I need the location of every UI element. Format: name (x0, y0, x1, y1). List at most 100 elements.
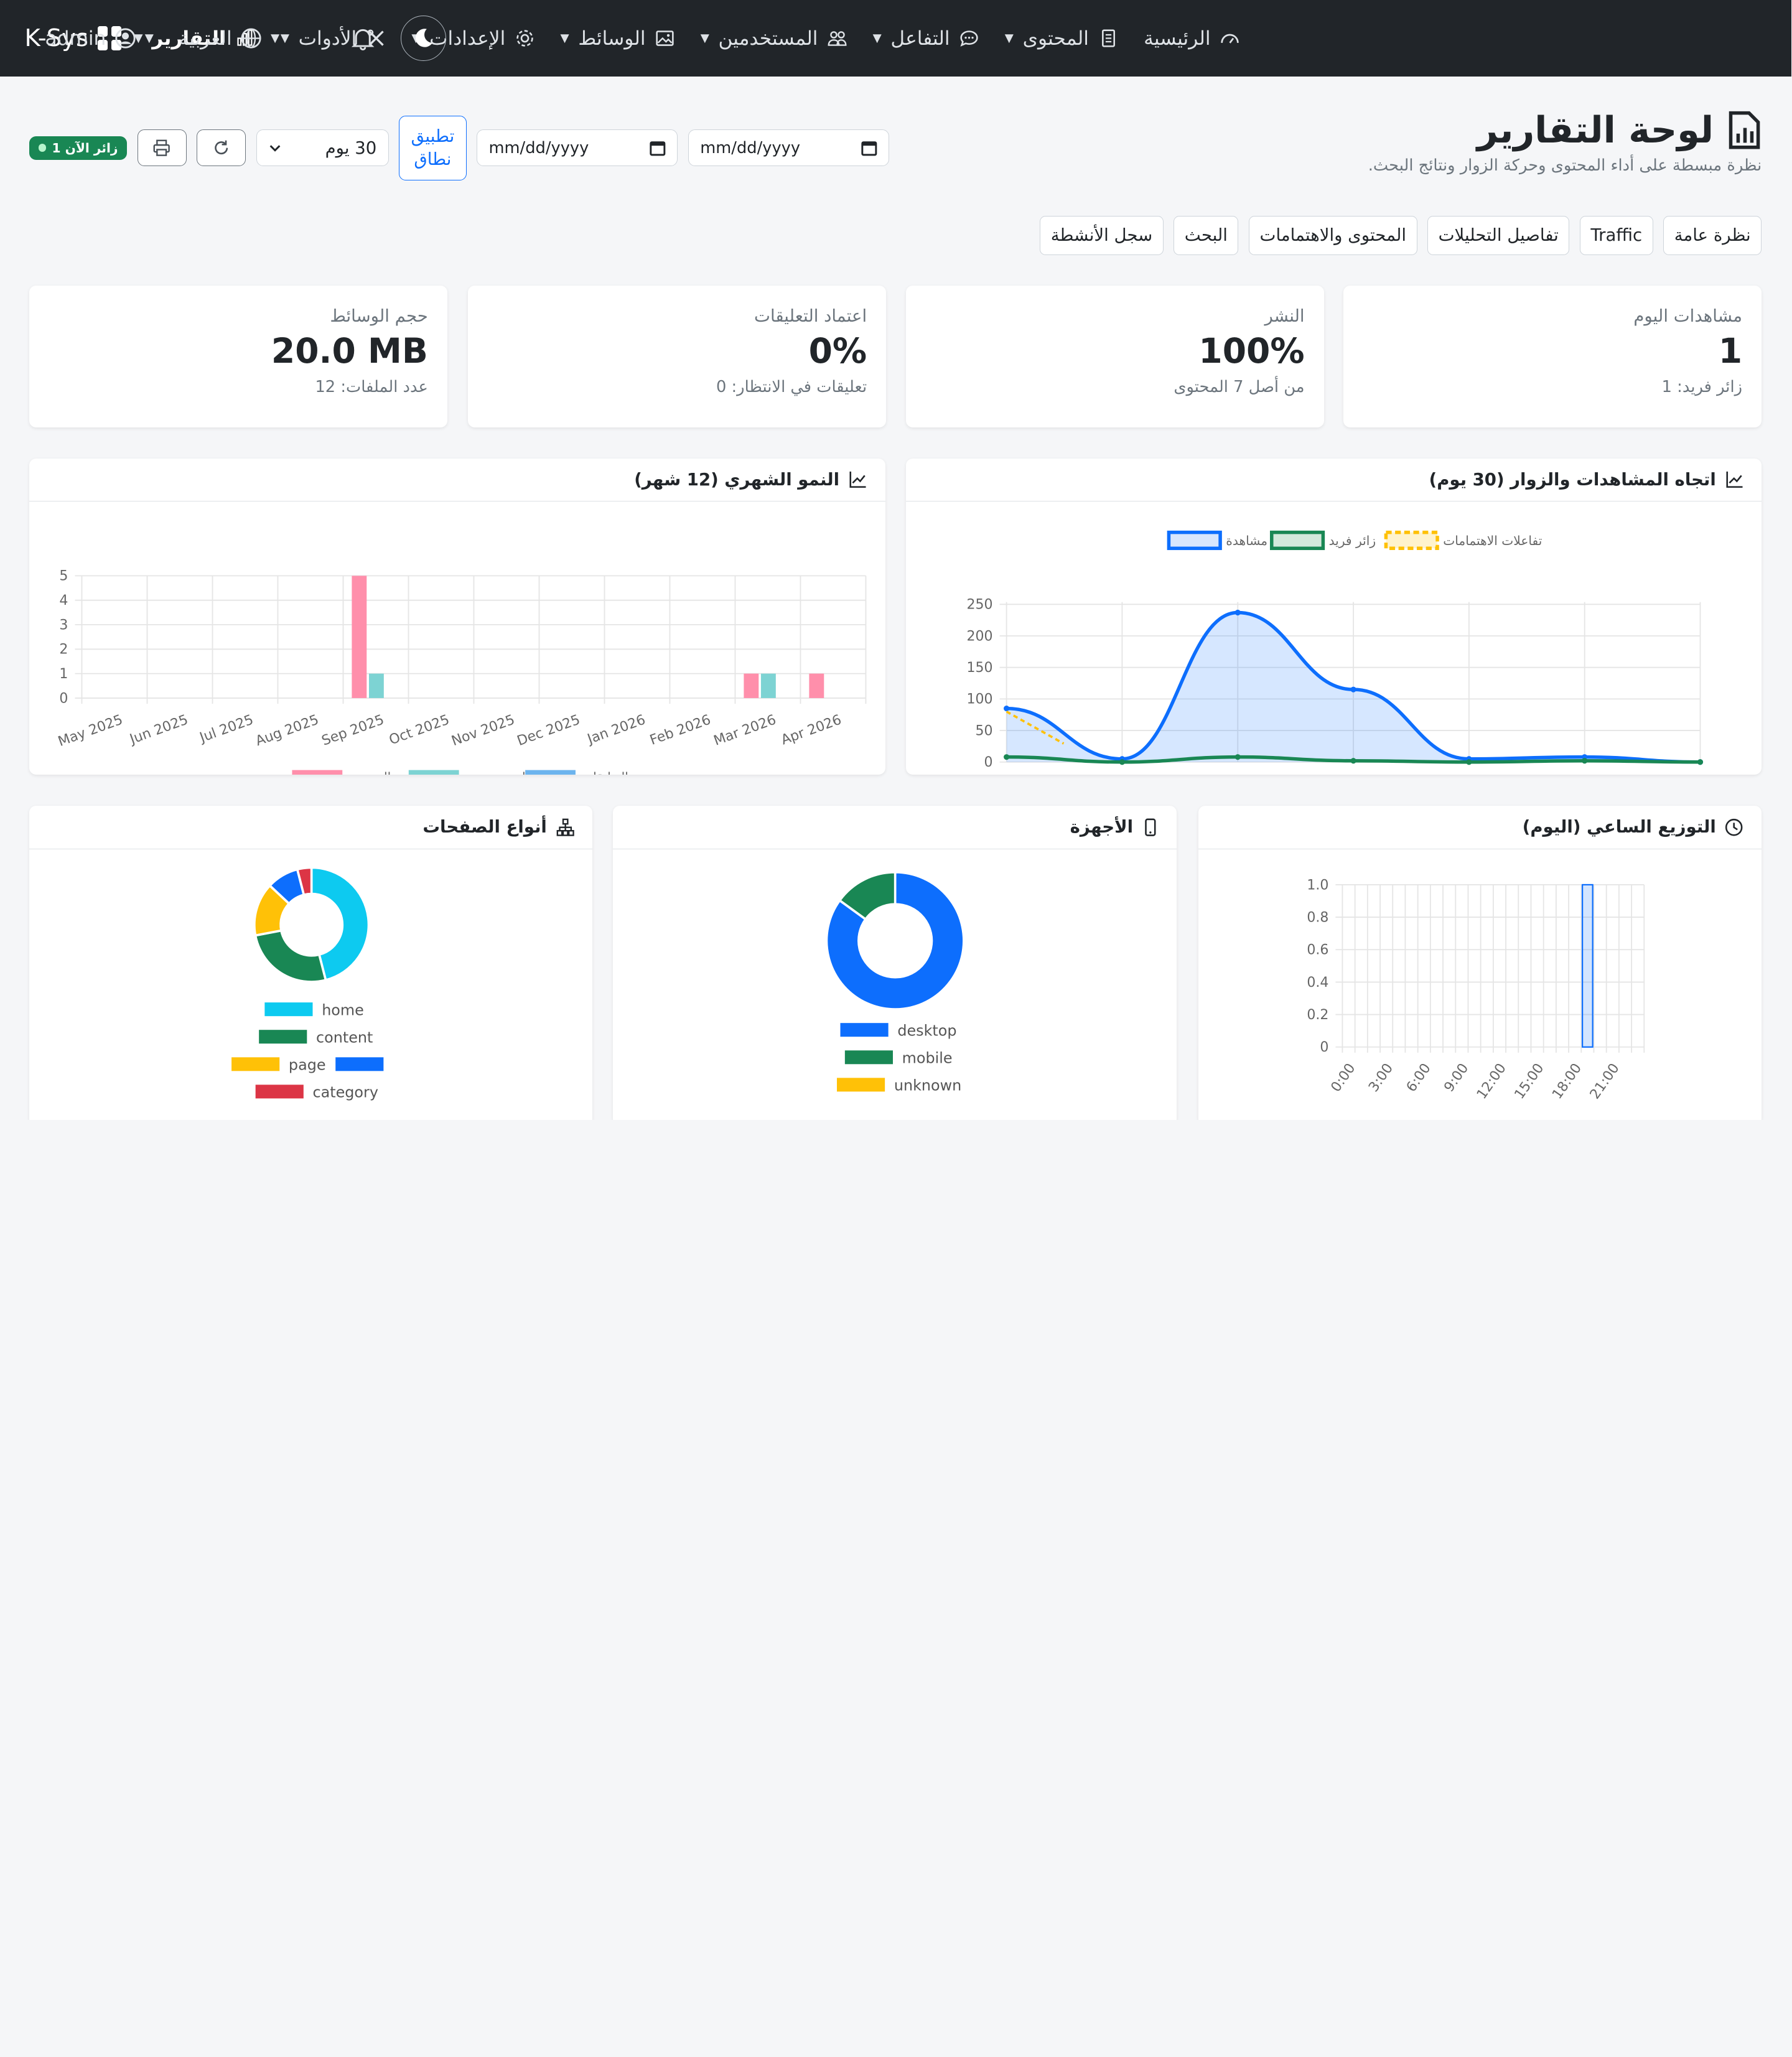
nav-item-label: الوسائط (579, 27, 646, 50)
data-point (1119, 759, 1126, 765)
page-types-chart: home content page category (231, 866, 385, 1101)
x-tick-label: Nov 2025 (450, 712, 517, 750)
y-tick-label: 0 (984, 755, 993, 770)
x-tick-label: Jul 2025 (197, 712, 256, 747)
tab-0[interactable]: نظرة عامة (1664, 216, 1763, 255)
legend-swatch (838, 1077, 886, 1092)
devices-chart: desktop mobile unknown (826, 870, 966, 1094)
nav-item-4[interactable]: الوسائط ▼ (548, 27, 688, 50)
y-tick-label: 0.4 (1307, 974, 1329, 990)
chevron-down-icon: ▼ (1005, 32, 1014, 45)
slice (254, 929, 328, 983)
x-tick-label: Oct 2025 (388, 712, 452, 749)
date-from-placeholder: mm/dd/yyyy (701, 138, 801, 157)
x-tick-label: 0:00 (1328, 1061, 1359, 1095)
monthly-panel-header: النمو الشهري (12 شهر) (29, 459, 886, 502)
nav-item-label: الأدوات (299, 27, 358, 50)
bar (352, 576, 368, 699)
bar (369, 673, 385, 699)
range-select[interactable]: 30 يوم (256, 129, 390, 167)
sitemap-icon (557, 818, 575, 836)
legend-label: المستخدمين (465, 770, 530, 775)
range-select-value: 30 يوم (325, 138, 378, 158)
language-menu[interactable]: العربية ▼ (179, 27, 280, 50)
date-to-input[interactable]: mm/dd/yyyy (477, 129, 679, 167)
bell-icon[interactable] (351, 26, 376, 51)
legend-label: content (317, 1028, 373, 1046)
legend-swatch (1270, 531, 1325, 551)
legend-label: mobile (903, 1049, 953, 1066)
brand[interactable]: K-Sys (25, 24, 123, 53)
legend-swatch (256, 1084, 304, 1099)
legend-label: desktop (898, 1022, 958, 1039)
line-chart-icon (850, 472, 867, 488)
legend-label: مشاهدة (1226, 533, 1268, 548)
devices-panel-header: الأجهزة (614, 806, 1177, 849)
y-tick-label: 1 (60, 666, 68, 682)
x-tick-label: 12:00 (1475, 1061, 1510, 1102)
page-subtitle: نظرة مبسطة على أداء المحتوى وحركة الزوار… (1368, 156, 1763, 175)
date-from-input[interactable]: mm/dd/yyyy (688, 129, 890, 167)
user-menu[interactable]: admin ▼ (46, 27, 154, 50)
series-line (1006, 711, 1065, 745)
live-dot-icon (39, 144, 47, 152)
print-button[interactable] (138, 129, 187, 167)
nav-item-6[interactable]: الأدوات ▼ (269, 27, 399, 50)
stat-subtext: عدد الملفات: 12 (315, 377, 429, 396)
y-tick-label: 0.2 (1307, 1007, 1329, 1023)
bar (744, 673, 760, 699)
top-navbar: K-Sys الرئيسية المحتوى ▼ التفاعل ▼ المستخدمين… (0, 0, 1792, 77)
y-tick-label: 4 (60, 593, 68, 609)
legend-label: unknown (895, 1076, 962, 1094)
brand-name: K-Sys (25, 24, 89, 53)
nav-item-label: التفاعل (891, 27, 951, 50)
legend-label: home (322, 1001, 365, 1019)
chevron-down-icon: ▼ (134, 32, 144, 45)
apply-range-button[interactable]: تطبيق نطاق (399, 115, 467, 181)
nav-item-0[interactable]: الرئيسية (1132, 27, 1254, 50)
legend-swatch (336, 1056, 385, 1071)
printer-icon (154, 139, 171, 156)
chevron-down-icon: ▼ (873, 32, 882, 45)
devices-panel-title: الأجهزة (1070, 817, 1134, 837)
tab-5[interactable]: سجل الأنشطة (1040, 216, 1164, 255)
y-tick-label: 2 (60, 642, 68, 658)
x-tick-label: Dec 2025 (516, 712, 583, 750)
apply-range-label: تطبيق نطاق (411, 126, 455, 169)
slice (839, 870, 897, 921)
y-tick-label: 0 (60, 691, 68, 707)
nav-item-2[interactable]: التفاعل ▼ (861, 27, 992, 50)
y-tick-label: 100 (967, 692, 993, 707)
tab-2[interactable]: تفاصيل التحليلات (1428, 216, 1570, 255)
stat-card: النشر 100% من أصل 7 المحتوى (906, 286, 1325, 427)
x-tick-label: 15:00 (1512, 1061, 1547, 1102)
clock-icon (1726, 818, 1743, 836)
area-fill (1007, 612, 1701, 763)
x-tick-label: Sep 2025 (320, 712, 387, 749)
nav-item-label: التقارير (152, 27, 226, 50)
globe-icon (241, 28, 262, 49)
data-point (1582, 758, 1588, 764)
x-tick-label: Jun 2025 (127, 712, 190, 749)
y-tick-label: 250 (967, 597, 993, 613)
stat-value: 100% (1199, 330, 1305, 371)
y-tick-label: 3 (60, 618, 68, 633)
x-tick-label: 3:00 (1366, 1061, 1397, 1095)
page-types-panel-header: أنواع الصفحات (29, 806, 594, 849)
users-icon (828, 28, 848, 49)
nav-item-3[interactable]: المستخدمين ▼ (689, 27, 861, 50)
tab-4[interactable]: البحث (1174, 216, 1239, 255)
theme-toggle-button[interactable] (401, 15, 447, 62)
refresh-button[interactable] (197, 129, 247, 167)
chevron-down-icon: ▼ (281, 32, 290, 45)
data-point (1697, 759, 1704, 765)
tab-1[interactable]: Traffic (1580, 216, 1654, 255)
x-tick-label: 18:00 (1550, 1061, 1585, 1102)
page-types-panel: أنواع الصفحات home content page category (29, 805, 594, 1120)
x-tick-label: May 2025 (57, 712, 126, 750)
nav-item-1[interactable]: المحتوى ▼ (993, 27, 1132, 50)
tab-3[interactable]: المحتوى والاهتمامات (1249, 216, 1418, 255)
data-point (1004, 754, 1010, 760)
stat-label: النشر (1265, 306, 1305, 327)
